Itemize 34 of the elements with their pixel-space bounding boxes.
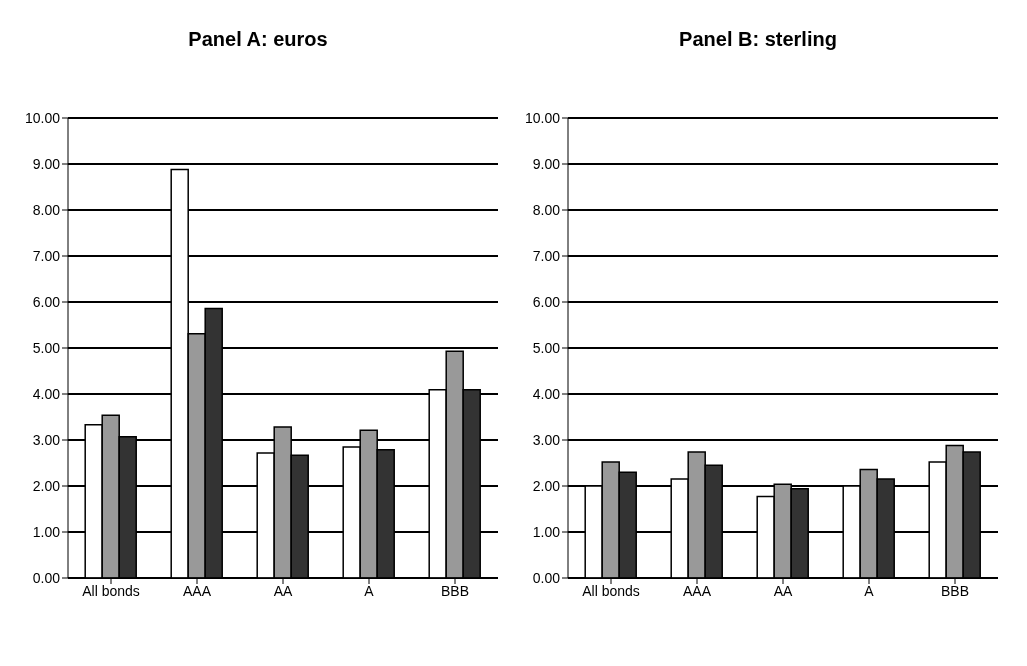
y-tick-label: 8.00 [532,201,561,218]
x-tick-label: AA [773,582,793,599]
y-tick-label: 8.00 [32,201,61,218]
y-tick-label: 2.00 [532,477,561,494]
y-tick-label: 1.00 [532,523,561,540]
y-tick-label: 3.00 [32,431,61,448]
x-tick-label: A [364,582,375,599]
y-tick-label: 4.00 [32,385,61,402]
chart-title: Panel B: sterling [678,27,838,52]
x-tick-label: AAA [182,582,212,599]
y-tick-label: 3.00 [532,431,561,448]
x-tick-label: BBB [940,582,970,599]
x-tick-label: A [864,582,875,599]
x-tick-label: AAA [682,582,712,599]
y-tick-label: 2.00 [32,477,61,494]
y-tick-label: 6.00 [532,293,561,310]
y-tick-label: 10.00 [24,109,61,126]
y-tick-label: 5.00 [532,339,561,356]
y-tick-label: 4.00 [532,385,561,402]
y-tick-label: 0.00 [532,569,561,586]
y-tick-label: 6.00 [32,293,61,310]
x-tick-label: BBB [440,582,470,599]
y-tick-label: 9.00 [532,155,561,172]
y-tick-label: 1.00 [32,523,61,540]
y-tick-label: 9.00 [32,155,61,172]
x-tick-label: All bonds [582,582,640,599]
x-tick-label: AA [273,582,293,599]
y-tick-label: 0.00 [32,569,61,586]
x-tick-label: All bonds [82,582,140,599]
y-tick-label: 10.00 [524,109,561,126]
y-tick-label: 7.00 [532,247,561,264]
chart-title: Panel A: euros [187,27,329,52]
y-tick-label: 5.00 [32,339,61,356]
y-tick-label: 7.00 [32,247,61,264]
